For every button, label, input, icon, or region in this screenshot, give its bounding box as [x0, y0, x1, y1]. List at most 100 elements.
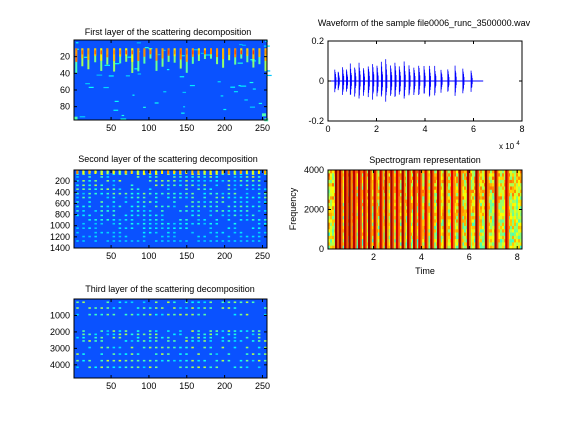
third-layer-cell [251, 301, 255, 304]
spectrogram-cell [514, 176, 517, 181]
second-layer-cell [215, 235, 219, 238]
spectrogram-cell [498, 232, 501, 237]
second-layer-cell [167, 196, 170, 199]
spectrogram-cell [472, 176, 475, 181]
second-layer-cell [76, 188, 79, 190]
first-layer-column-peak [216, 50, 218, 55]
spectrogram-cell [520, 206, 523, 210]
second-layer-cell [185, 188, 188, 190]
spectrogram-cell [508, 222, 511, 227]
spectrogram-cell [500, 183, 503, 187]
spectrogram-cell [422, 219, 425, 223]
second-layer-cell [239, 180, 243, 182]
spectrogram-cell [454, 183, 457, 187]
spectrogram-cell [456, 232, 459, 237]
spectrogram-cell [470, 176, 473, 181]
second-layer-cell [203, 196, 206, 199]
second-layer-cell [124, 227, 128, 229]
second-layer-cell [221, 192, 225, 195]
second-layer-cell [185, 219, 188, 221]
spectrogram-cell [482, 225, 485, 230]
first-layer-column-core [155, 48, 158, 61]
first-layer-cell [189, 84, 195, 87]
third-layer-cell [239, 301, 243, 304]
spectrogram-cell [500, 202, 503, 207]
first-layer-cell [143, 106, 146, 108]
spectrogram-cell [464, 209, 467, 214]
spectrogram-burst [413, 170, 416, 249]
second-layer-cell [112, 173, 116, 175]
spectrogram-cell [440, 186, 443, 191]
third-layer-cell [251, 353, 255, 355]
spectrogram-cell [474, 232, 477, 237]
spectrogram-cell [518, 219, 521, 223]
spectrogram-cell [498, 196, 501, 200]
second-layer-cell [76, 176, 79, 178]
first-layer-cell [125, 75, 130, 77]
second-layer-cell [257, 231, 261, 234]
third-layer-cell [148, 366, 152, 369]
spectrogram-cell [378, 229, 381, 233]
spectrogram-cell [472, 193, 475, 197]
spectrogram-cell [372, 222, 375, 227]
spectrogram-cell [504, 245, 507, 250]
spectrogram-cell [428, 183, 431, 187]
spectrogram-burst [450, 170, 454, 249]
spectrogram-cell [434, 235, 437, 240]
third-layer-cell [233, 307, 237, 309]
spectrogram-cell [400, 209, 403, 214]
second-layer-cell [233, 231, 237, 234]
spectrogram-cell [514, 222, 517, 227]
spectrogram-cell [514, 219, 517, 223]
spectrogram-cell [508, 173, 511, 177]
spectrogram-burst-tail [398, 170, 400, 249]
spectrogram-cell [514, 216, 517, 220]
third-layer-cell [251, 333, 255, 336]
spectrogram-cell [400, 219, 403, 223]
second-layer-cell [215, 176, 219, 178]
spectrogram-cell [422, 229, 425, 233]
second-layer-cell [227, 235, 231, 238]
second-layer-cell [233, 180, 237, 182]
third-layer-cell [88, 307, 91, 309]
spectrogram-cell [456, 196, 459, 200]
first-layer-column-peak [125, 50, 127, 55]
spectrogram-cell [512, 212, 515, 217]
spectrogram-cell [372, 196, 375, 200]
second-layer-cell [215, 222, 219, 225]
waveform-y-tick-label: -0.2 [308, 116, 324, 126]
spectrogram-cell [416, 225, 419, 230]
second-layer-cell [100, 205, 103, 208]
second-layer-cell [148, 231, 152, 234]
spectrogram-burst-tail [496, 170, 499, 249]
second-layer-cell [173, 176, 176, 178]
second-layer-cell [185, 210, 188, 212]
spectrogram-cell [378, 179, 381, 184]
spectrogram-cell [448, 176, 451, 181]
spectrogram-cell [474, 186, 477, 191]
spectrogram-cell [498, 179, 501, 184]
spectrogram-cell [372, 173, 375, 177]
spectrogram-cell [330, 183, 333, 187]
third-layer-cell [209, 307, 212, 309]
second-layer-cell [209, 180, 212, 182]
spectrogram-cell [394, 196, 397, 200]
spectrogram-cell [448, 235, 451, 240]
third-layer-cell [197, 336, 200, 339]
spectrogram-cell [488, 222, 491, 227]
third-layer-cell [124, 330, 128, 332]
waveform-plot [328, 59, 484, 102]
spectrogram-cell [422, 239, 425, 243]
spectrogram-cell [328, 202, 331, 207]
second-layer-top-cell [76, 170, 79, 174]
spectrogram-cell [440, 225, 443, 230]
second-layer-cell [76, 210, 79, 212]
third-layer-cell [142, 301, 146, 304]
spectrogram-cell [492, 209, 495, 214]
spectrogram-cell [498, 173, 501, 177]
second-layer-cell [179, 210, 182, 212]
spectrogram-cell [474, 189, 477, 194]
spectrogram-cell [474, 202, 477, 207]
first-layer-column-peak [167, 50, 170, 55]
spectrogram-cell [400, 179, 403, 184]
